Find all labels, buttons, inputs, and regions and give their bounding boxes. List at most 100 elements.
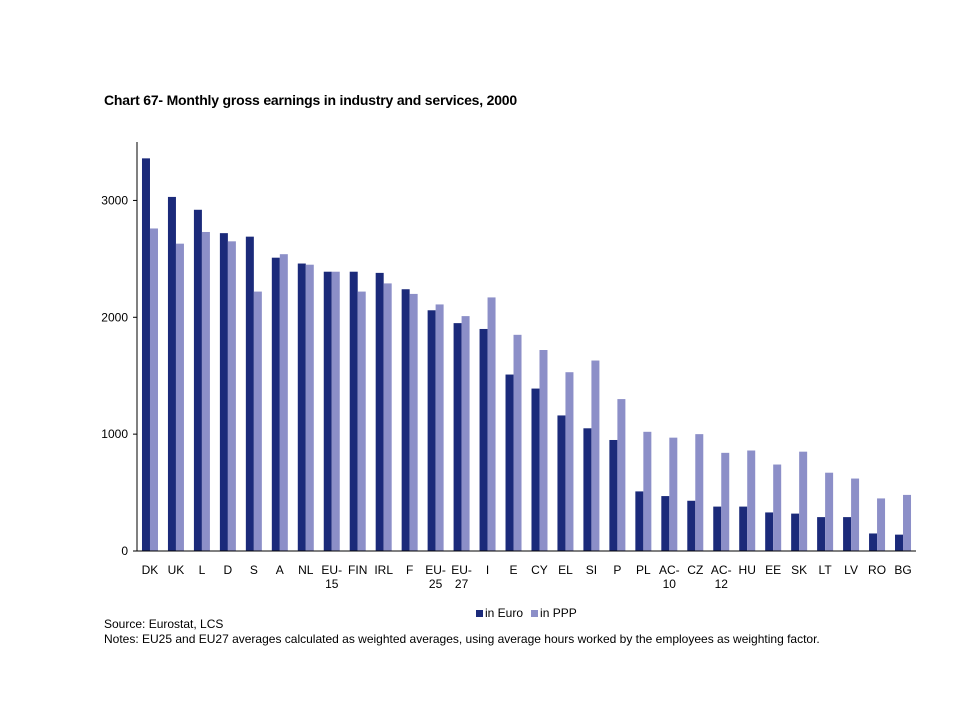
legend-swatch-ppp (531, 609, 539, 617)
bar-euro (635, 491, 644, 551)
bar-euro (453, 323, 462, 551)
bar-ppp (565, 372, 574, 551)
bar-euro (557, 415, 566, 551)
bar-ppp (357, 291, 366, 551)
bar-euro (219, 233, 228, 552)
x-category-label: BG (894, 563, 911, 577)
bar-euro (661, 496, 670, 551)
bar-ppp (877, 498, 886, 551)
bar-euro (505, 374, 514, 551)
bar-ppp (435, 304, 444, 551)
bar-euro (843, 517, 852, 551)
chart-footer: Source: Eurostat, LCS Notes: EU25 and EU… (104, 617, 820, 647)
bar-ppp (591, 360, 600, 551)
x-category-label: EL (558, 563, 573, 577)
x-category-label: SK (791, 563, 807, 577)
x-category-label: F (406, 563, 413, 577)
x-category-label: DK (142, 563, 159, 577)
bar-ppp (409, 293, 418, 551)
x-category-label: FIN (348, 563, 367, 577)
bar-ppp (669, 437, 678, 551)
x-category-label: IRL (374, 563, 393, 577)
bar-ppp (539, 350, 548, 551)
x-category-label: NL (298, 563, 314, 577)
bar-ppp (201, 231, 210, 552)
x-category-label: L (199, 563, 206, 577)
bar-ppp (175, 243, 184, 551)
bar-euro (817, 517, 826, 551)
x-category-label: SI (586, 563, 597, 577)
bar-euro (427, 310, 436, 551)
bar-ppp (773, 464, 782, 551)
bar-ppp (747, 450, 756, 551)
legend-item-ppp: in PPP (531, 606, 577, 620)
bar-euro (869, 533, 878, 551)
legend-label-ppp: in PPP (540, 606, 577, 620)
bar-euro (167, 196, 176, 551)
x-category-label: EU-27 (451, 563, 472, 591)
bar-ppp (617, 399, 626, 551)
notes-text: Notes: EU25 and EU27 averages calculated… (104, 632, 820, 646)
x-category-label: I (486, 563, 489, 577)
legend-swatch-euro (476, 609, 483, 617)
legend-item-euro: in Euro (476, 606, 523, 620)
x-category-label: EE (765, 563, 781, 577)
bar-ppp (331, 271, 340, 551)
chart-legend: in Euro in PPP (476, 606, 577, 620)
x-category-label: PL (636, 563, 651, 577)
y-tick-label: 0 (121, 544, 128, 558)
x-category-label: E (510, 563, 518, 577)
x-category-label: CY (531, 563, 548, 577)
x-category-label: CZ (687, 563, 703, 577)
bar-euro (245, 236, 254, 551)
bar-euro (271, 257, 280, 551)
chart-title: Chart 67- Monthly gross earnings in indu… (104, 92, 517, 108)
bar-euro (349, 271, 358, 551)
bar-euro (531, 388, 540, 551)
x-category-label: RO (868, 563, 886, 577)
bar-ppp (487, 297, 496, 551)
bar-ppp (253, 291, 262, 551)
bar-ppp (851, 478, 860, 551)
bar-euro (583, 428, 592, 551)
bar-euro (479, 328, 488, 551)
bar-euro (791, 513, 800, 551)
bar-euro (687, 500, 696, 551)
bar-euro (375, 272, 384, 551)
x-category-label: LT (819, 563, 833, 577)
x-category-label: AC-12 (711, 563, 732, 591)
x-category-label: AC-10 (659, 563, 680, 591)
x-category-label: P (613, 563, 621, 577)
bar-ppp (799, 451, 808, 551)
x-category-label: LV (844, 563, 858, 577)
x-category-label: S (250, 563, 258, 577)
bar-euro (141, 158, 150, 552)
bar-ppp (227, 241, 236, 552)
bar-euro (765, 512, 774, 551)
x-category-label: HU (739, 563, 756, 577)
bar-ppp (279, 254, 288, 551)
x-category-label: A (276, 563, 284, 577)
y-tick-label: 3000 (101, 193, 128, 207)
bar-ppp (643, 431, 652, 551)
bar-euro (609, 439, 618, 551)
bar-euro (297, 263, 306, 551)
bar-ppp (383, 283, 392, 551)
bar-ppp (461, 316, 470, 551)
y-tick-label: 1000 (101, 427, 128, 441)
bar-ppp (695, 434, 704, 551)
bar-euro (193, 209, 202, 551)
bar-ppp (721, 452, 730, 551)
x-category-label: EU-15 (321, 563, 342, 591)
bar-ppp (903, 494, 912, 551)
bar-euro (401, 289, 410, 551)
bar-euro (895, 534, 904, 551)
bar-ppp (149, 228, 158, 551)
x-category-label: UK (168, 563, 185, 577)
bar-euro (739, 506, 748, 551)
source-note: Source: Eurostat, LCS (104, 617, 224, 631)
y-tick-label: 2000 (101, 310, 128, 324)
bar-ppp (305, 264, 314, 551)
bar-euro (323, 271, 332, 551)
